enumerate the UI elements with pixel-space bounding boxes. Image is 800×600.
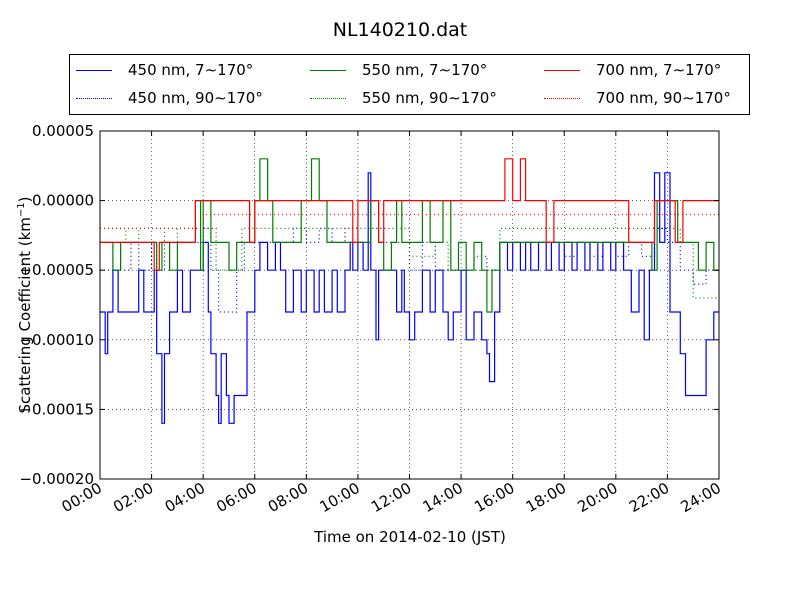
x-tick-label: 14:00 (420, 479, 466, 516)
x-tick-label: 04:00 (162, 479, 208, 516)
y-tick-label: −0.00010 (19, 331, 94, 349)
legend-item-700-back: 700 nm, 90∼170° (544, 87, 731, 109)
legend-label-450-back: 450 nm, 90∼170° (128, 89, 263, 107)
y-tick-label: −0.00015 (19, 400, 94, 418)
series-line-4 (100, 158, 719, 271)
legend-item-450-full: 450 nm, 7∼170° (76, 59, 253, 81)
series-line-0 (100, 172, 719, 424)
legend-label-450-full: 450 nm, 7∼170° (128, 61, 254, 79)
legend-swatch-700-back (544, 97, 580, 99)
x-axis-label: Time on 2014-02-10 (JST) (314, 528, 506, 546)
chart-title: NL140210.dat (332, 19, 468, 41)
x-tick-label: 12:00 (368, 479, 414, 516)
legend-item-700-full: 700 nm, 7∼170° (544, 59, 721, 81)
y-axis-label-close: ) (16, 196, 34, 203)
legend-item-550-back: 550 nm, 90∼170° (310, 87, 497, 109)
legend-swatch-450-full (76, 69, 112, 71)
x-tick-label: 22:00 (626, 479, 672, 516)
y-axis-label-unit-exponent: −1 (16, 202, 27, 218)
x-tick-label: 10:00 (316, 479, 362, 516)
y-axis-label-text: Scattering Coefficient (km (16, 217, 34, 414)
legend-item-550-full: 550 nm, 7∼170° (310, 59, 487, 81)
legend: 450 nm, 7∼170° 450 nm, 90∼170° 550 nm, 7… (69, 54, 750, 115)
y-tick-label: 0.00005 (32, 122, 94, 140)
y-tick-label: 0.00000 (32, 192, 94, 210)
y-axis-label: Scattering Coefficient (km−1) (16, 196, 34, 413)
legend-label-700-full: 700 nm, 7∼170° (596, 61, 722, 79)
legend-label-550-back: 550 nm, 90∼170° (362, 89, 497, 107)
legend-item-450-back: 450 nm, 90∼170° (76, 87, 263, 109)
x-tick-label: 16:00 (471, 479, 517, 516)
x-tick-label: 02:00 (110, 479, 156, 516)
series-line-5 (100, 213, 719, 229)
legend-swatch-450-back (76, 97, 112, 99)
legend-swatch-550-full (310, 69, 346, 71)
y-tick-label: −0.00020 (19, 470, 94, 488)
x-tick-label: 20:00 (574, 479, 620, 516)
x-tick-label: 08:00 (265, 479, 311, 516)
legend-swatch-700-full (544, 69, 580, 71)
legend-label-700-back: 700 nm, 90∼170° (596, 89, 731, 107)
y-tick-label: −0.00005 (19, 261, 94, 279)
legend-label-550-full: 550 nm, 7∼170° (362, 61, 488, 79)
legend-swatch-550-back (310, 97, 346, 99)
x-tick-label: 18:00 (523, 479, 569, 516)
x-tick-label: 06:00 (213, 479, 259, 516)
x-tick-label: 24:00 (678, 479, 724, 516)
